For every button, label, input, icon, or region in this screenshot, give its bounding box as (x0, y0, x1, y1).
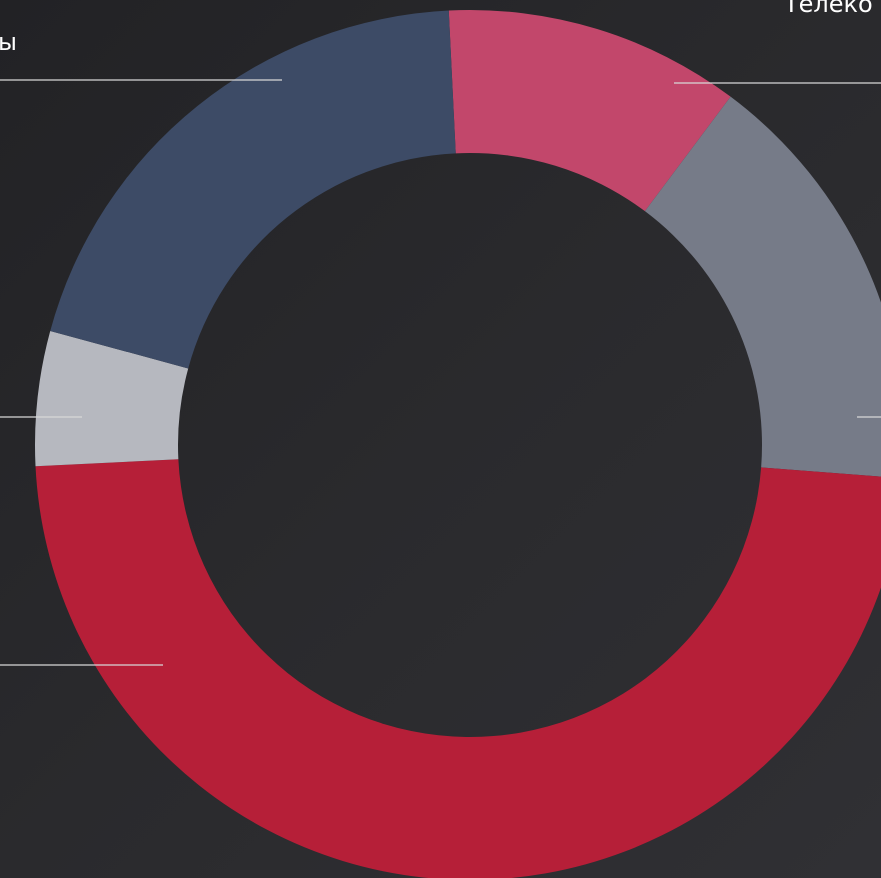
slice-label: Телеко (783, 0, 873, 18)
donut-slice (644, 96, 881, 477)
donut-slice (448, 10, 731, 212)
donut (34, 10, 881, 878)
slice-label: ы (0, 28, 17, 56)
donut-slice (35, 459, 881, 878)
donut-slice (34, 330, 189, 467)
donut-slice (50, 10, 456, 369)
